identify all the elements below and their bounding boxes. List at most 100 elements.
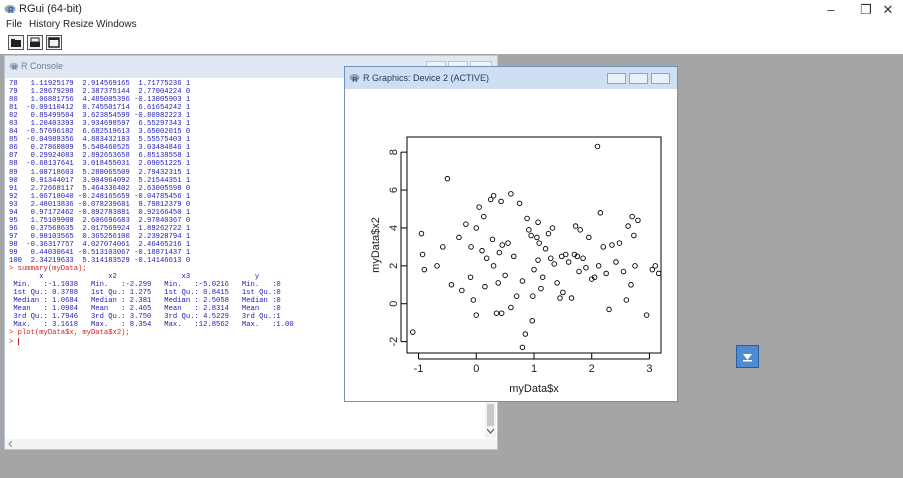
data-point bbox=[568, 295, 575, 301]
menu-windows[interactable]: Windows bbox=[96, 19, 137, 30]
folder-icon bbox=[11, 39, 21, 47]
svg-text:R: R bbox=[352, 75, 358, 83]
data-point bbox=[487, 196, 494, 203]
data-point bbox=[613, 259, 619, 265]
data-point bbox=[536, 240, 542, 246]
data-point bbox=[434, 263, 440, 269]
graphics-device-window[interactable]: R R Graphics: Device 2 (ACTIVE) -1 0 1 2 3 -2… bbox=[344, 66, 678, 402]
console-data-row: 79 1.28679298 2.387375144 2.77004224 0 bbox=[9, 88, 191, 97]
data-point bbox=[421, 266, 428, 273]
y-tick-label: 0 bbox=[388, 301, 400, 307]
console-vertical-scrollbar[interactable] bbox=[485, 402, 496, 438]
graphics-close-button[interactable] bbox=[651, 73, 670, 84]
console-data-row: 91 2.72668117 5.464336402 2.63005598 0 bbox=[9, 184, 191, 193]
restore-window-tile[interactable] bbox=[736, 345, 759, 368]
data-point bbox=[586, 234, 592, 241]
console-data-row: 89 1.08718603 5.288065509 2.79432315 1 bbox=[9, 168, 191, 177]
data-point bbox=[530, 293, 536, 299]
data-point bbox=[576, 268, 582, 275]
data-point bbox=[609, 242, 615, 248]
maximize-button[interactable]: ❐ bbox=[860, 2, 872, 17]
summary-row: 1st Qu.: 0.3788 1st Qu.: 1.275 1st Qu.: … bbox=[9, 289, 281, 298]
data-point bbox=[600, 244, 607, 250]
data-point bbox=[519, 278, 526, 284]
text-cursor bbox=[17, 337, 19, 345]
console-prompt-input[interactable]: > bbox=[9, 337, 19, 346]
data-point bbox=[528, 232, 534, 239]
graphics-maximize-button[interactable] bbox=[629, 73, 648, 84]
data-point bbox=[496, 249, 503, 256]
data-point bbox=[535, 257, 541, 263]
data-point bbox=[498, 310, 505, 316]
console-data-row: 93 2.48013836 -0.078239681 8.79812379 0 bbox=[9, 200, 191, 209]
console-data-row: 84 -0.57696182 6.682519613 3.65002015 0 bbox=[9, 128, 191, 137]
x-axis-label: myData$x bbox=[509, 383, 559, 395]
data-point bbox=[529, 318, 536, 324]
console-window-button[interactable] bbox=[46, 35, 62, 50]
data-point bbox=[468, 244, 474, 250]
data-point bbox=[629, 213, 635, 220]
console-data-row: 83 1.20403393 3.934698597 6.55297343 1 bbox=[9, 120, 191, 129]
menu-file[interactable]: File bbox=[6, 19, 23, 30]
open-script-button[interactable] bbox=[8, 35, 24, 50]
data-point bbox=[482, 283, 488, 290]
data-point bbox=[448, 282, 455, 288]
chevron-left-icon[interactable] bbox=[8, 441, 13, 447]
data-point bbox=[606, 306, 612, 313]
data-point bbox=[476, 204, 482, 210]
menu-resize[interactable]: Resize bbox=[63, 19, 94, 30]
console-data-row: 78 1.11925179 2.914569165 1.71775236 1 bbox=[9, 80, 191, 88]
graphics-minimize-button[interactable] bbox=[607, 73, 626, 84]
data-point bbox=[463, 221, 469, 227]
data-point bbox=[545, 230, 552, 237]
data-point bbox=[538, 285, 544, 292]
data-point bbox=[572, 223, 579, 229]
app-titlebar: R RGui (64-bit) – ❐ ✕ bbox=[0, 0, 903, 20]
data-point bbox=[628, 282, 634, 288]
data-point bbox=[547, 255, 554, 262]
data-point bbox=[490, 263, 497, 269]
data-point bbox=[440, 244, 446, 250]
console-horizontal-scrollbar[interactable] bbox=[5, 439, 497, 449]
minimize-button[interactable]: – bbox=[827, 2, 835, 17]
menu-history[interactable]: History bbox=[29, 19, 61, 30]
graphics-title: R Graphics: Device 2 (ACTIVE) bbox=[363, 73, 490, 83]
console-data-row: 85 -0.04988356 4.883432183 5.55575403 1 bbox=[9, 136, 191, 145]
data-point bbox=[574, 253, 581, 260]
data-point bbox=[554, 280, 560, 286]
console-data-row: 98 -0.36317757 4.027074061 2.46465216 1 bbox=[9, 240, 191, 249]
data-point bbox=[549, 225, 556, 231]
data-point bbox=[410, 329, 416, 335]
close-button[interactable]: ✕ bbox=[882, 2, 894, 17]
data-point bbox=[526, 227, 532, 233]
data-point bbox=[495, 280, 501, 286]
data-point bbox=[456, 234, 462, 241]
data-point bbox=[444, 175, 451, 182]
y-tick-label: 4 bbox=[388, 225, 400, 231]
data-point bbox=[616, 240, 623, 246]
data-point bbox=[481, 213, 487, 220]
graphics-titlebar[interactable]: R R Graphics: Device 2 (ACTIVE) bbox=[345, 67, 677, 89]
console-data-row: 82 0.85499504 3.623854599 -0.80982223 1 bbox=[9, 112, 191, 121]
summary-header: x x2 x3 y bbox=[9, 273, 260, 282]
data-point bbox=[655, 270, 662, 277]
data-point bbox=[603, 270, 609, 277]
console-data-row: 88 -0.68137641 3.018455031 2.09051225 1 bbox=[9, 160, 191, 169]
print-button[interactable] bbox=[27, 35, 43, 50]
scrollbar-thumb[interactable] bbox=[487, 404, 494, 426]
data-point bbox=[542, 246, 549, 252]
console-title: R Console bbox=[21, 61, 64, 71]
data-point bbox=[498, 198, 504, 205]
arrow-down-icon bbox=[743, 354, 752, 362]
console-data-row: 97 0.98103565 0.365256100 2.23928794 1 bbox=[9, 232, 191, 241]
summary-row: Mean : 1.0904 Mean : 2.465 Mean : 2.8314… bbox=[9, 305, 281, 314]
data-point bbox=[508, 304, 514, 311]
x-tick-label: 0 bbox=[473, 363, 479, 375]
x-tick-label: 3 bbox=[646, 363, 652, 375]
data-point bbox=[479, 247, 485, 254]
console-data-row: 99 0.44030641 -0.513103067 -0.18871437 1 bbox=[9, 248, 191, 257]
data-point bbox=[470, 297, 477, 303]
console-data-row: 94 0.97172462 -0.892783881 0.92166450 1 bbox=[9, 208, 191, 217]
chevron-down-icon[interactable] bbox=[487, 428, 494, 434]
data-point bbox=[483, 255, 490, 262]
